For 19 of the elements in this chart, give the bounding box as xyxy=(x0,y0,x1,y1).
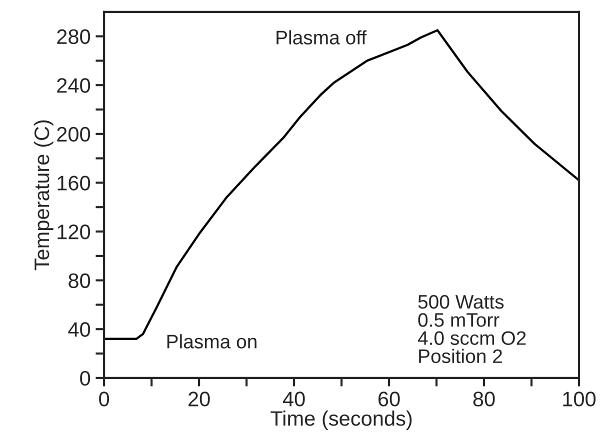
x-tick-label: 40 xyxy=(282,392,305,406)
y-tick-label: 200 xyxy=(57,126,90,142)
y-tick-label: 280 xyxy=(57,29,90,44)
x-tick-label: 100 xyxy=(563,392,596,406)
x-tick-label: 20 xyxy=(188,392,210,406)
y-tick-label: 240 xyxy=(57,78,90,93)
y-tick-label: 120 xyxy=(58,224,90,240)
annotation: Plasma off xyxy=(276,30,367,44)
y-tick-label: 80 xyxy=(68,273,90,288)
x-tick-label: 80 xyxy=(473,392,495,406)
y-tick-label: 40 xyxy=(68,322,90,337)
x-tick-label: 60 xyxy=(378,392,400,406)
y-axis-title: Temperature (C) xyxy=(34,120,54,270)
y-tick-label: 160 xyxy=(58,176,90,190)
x-tick-label: 0 xyxy=(99,392,110,406)
annotation: 500 Watts 0.5 mTorr 4.0 sccm O2 Position 2 xyxy=(418,294,526,364)
y-tick-label: 0 xyxy=(80,370,90,386)
x-axis-title: Time (seconds) xyxy=(270,410,412,430)
annotation: Plasma on xyxy=(167,334,256,348)
